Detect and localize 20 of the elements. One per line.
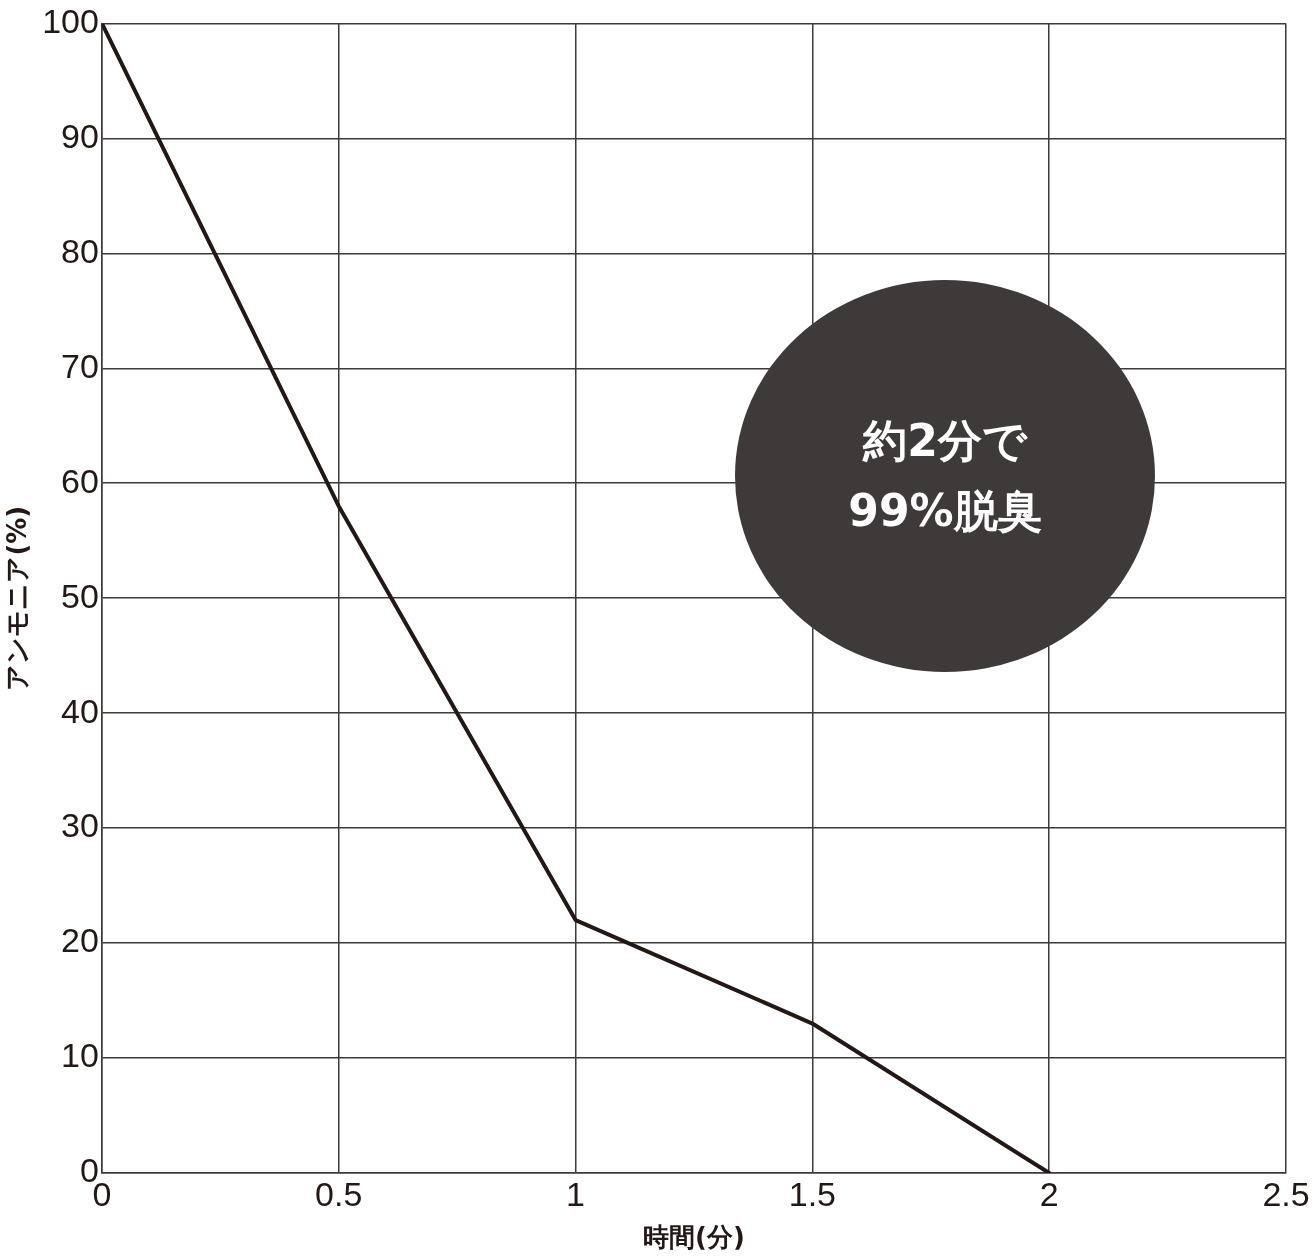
x-tick-label: 1 [566,1174,586,1213]
y-tick-label: 100 [42,1,99,40]
y-tick-label: 50 [61,576,99,615]
y-tick-label: 40 [61,691,99,730]
annotation: 約2分で [863,413,1027,468]
x-tick-label: 1.5 [788,1174,836,1213]
y-tick-label: 20 [61,921,99,960]
x-tick-label: 0.5 [315,1174,363,1213]
y-tick-label: 90 [61,116,99,155]
y-tick-label: 60 [61,461,99,500]
y-tick-label: 70 [61,346,99,385]
y-tick-label: 30 [61,806,99,845]
annotation: 99%脱臭 [848,484,1042,538]
x-axis-title: 時間(分) [643,1222,745,1253]
y-tick-label: 80 [61,231,99,270]
x-tick-label: 2 [1039,1174,1059,1213]
y-axis-title: アンモニア(%) [2,505,33,691]
circle-badge: 約2分で 99%脱臭 [735,280,1155,672]
x-tick-label: 2.5 [1262,1174,1310,1213]
y-tick-label: 10 [61,1036,99,1075]
